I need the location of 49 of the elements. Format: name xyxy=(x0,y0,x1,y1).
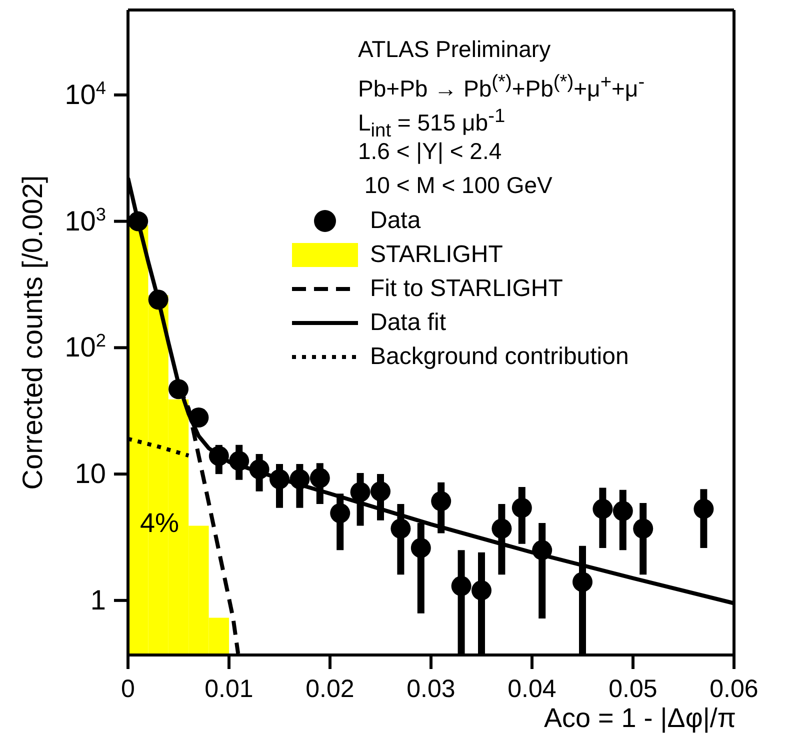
point xyxy=(512,498,532,518)
legend-label: Background contribution xyxy=(370,343,629,371)
point xyxy=(350,482,370,502)
x-tick-label: 0.04 xyxy=(508,675,556,703)
point xyxy=(592,498,613,519)
x-tick-label: 0.01 xyxy=(204,675,254,703)
x-tick-label: 0.05 xyxy=(608,675,658,703)
annotation: 10 < M < 100 GeV xyxy=(363,171,554,200)
x-axis-title: Aco = 1 - |Δφ|/π xyxy=(544,703,736,733)
y-tick-label: 10 xyxy=(74,458,106,490)
point xyxy=(694,498,714,519)
y-tick-label: 10$^{3}$ xyxy=(64,204,106,236)
point xyxy=(168,379,188,400)
legend-label: STARLIGHT xyxy=(370,241,503,269)
annotation: Pb+Pb → Pb$^{(*)}$+Pb$^{(*)}$+μ$^{+}$+μ$^{-}$ xyxy=(358,71,645,102)
y-tick-label: 1 xyxy=(90,584,106,616)
y-axis-title: Corrected counts [/0.002] xyxy=(16,175,48,490)
point xyxy=(410,538,431,558)
point xyxy=(431,491,452,512)
point xyxy=(572,572,592,592)
point xyxy=(451,576,472,596)
point xyxy=(532,540,552,560)
legend-label: Data fit xyxy=(370,309,446,337)
x-tick-label: 0 xyxy=(121,675,135,703)
point xyxy=(128,211,148,232)
point xyxy=(229,450,250,471)
point xyxy=(330,503,350,524)
point xyxy=(370,481,390,502)
legend-label: Fit to STARLIGHT xyxy=(370,275,563,303)
point xyxy=(612,501,633,522)
x-tick-label: 0.02 xyxy=(306,675,354,703)
point xyxy=(208,446,229,466)
point xyxy=(472,580,492,600)
point xyxy=(249,459,270,480)
point xyxy=(270,469,290,490)
y-tick-label: 10$^{4}$ xyxy=(64,78,106,110)
annotation: 4% xyxy=(140,508,180,539)
legend-label: Data xyxy=(370,207,421,235)
x-tick-label: 0.03 xyxy=(406,675,456,703)
point xyxy=(633,518,654,539)
point xyxy=(390,518,411,539)
point xyxy=(310,468,330,488)
point xyxy=(492,518,512,539)
annotation: ATLAS Preliminary xyxy=(358,35,552,64)
point xyxy=(188,408,209,428)
point xyxy=(290,469,310,490)
x-tick-label: 0.06 xyxy=(710,675,758,703)
y-tick-label: 10$^{2}$ xyxy=(64,330,106,363)
point xyxy=(148,290,168,310)
